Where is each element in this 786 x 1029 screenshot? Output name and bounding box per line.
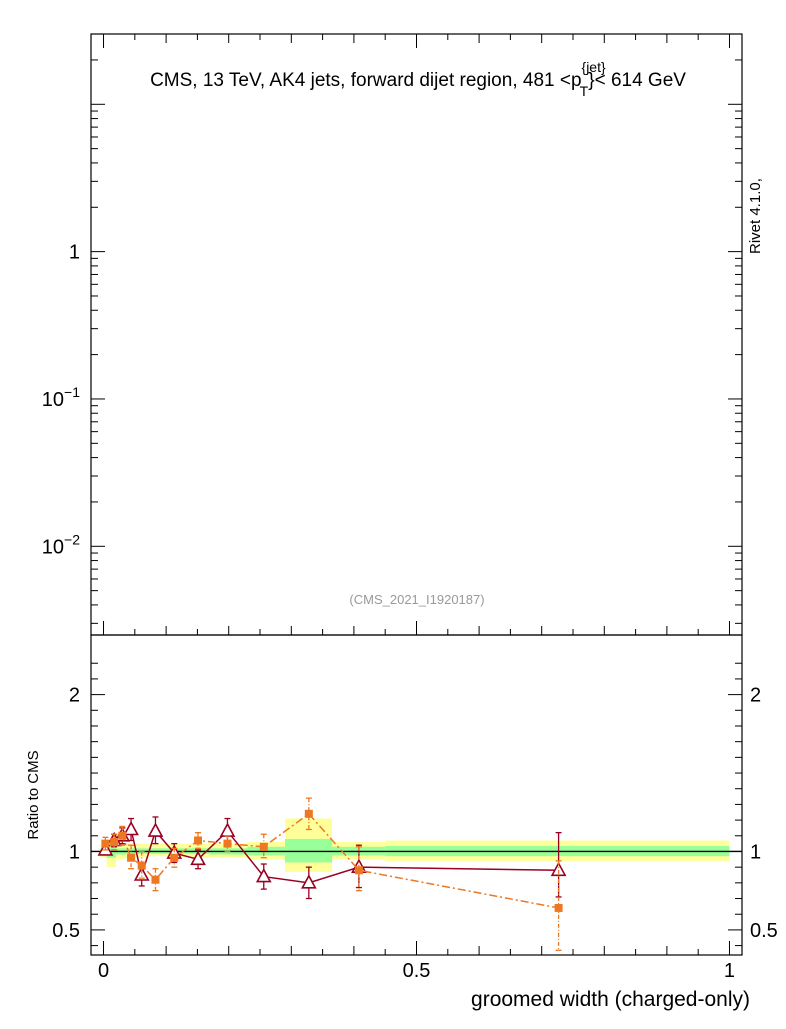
point-MC2 — [223, 839, 232, 848]
point-MC1 — [190, 850, 206, 866]
top-tick-label-0.1: 10−1 — [42, 384, 80, 411]
title-end: }< 614 GeV — [588, 70, 686, 91]
point-MC2 — [554, 903, 563, 912]
ratio-tick-label-right-1: 1 — [750, 841, 761, 863]
uncertainty-bands — [91, 818, 742, 872]
point-MC2 — [170, 853, 179, 862]
point-MC2 — [110, 838, 119, 847]
data-series — [97, 797, 567, 951]
band-green-10 — [285, 838, 332, 863]
point-MC1 — [300, 874, 317, 889]
axes-frames — [90, 33, 743, 956]
point-MC2 — [304, 809, 313, 818]
point-MC1 — [219, 822, 236, 837]
chart-title: CMS, 13 TeV, AK4 jets, forward dijet reg… — [150, 59, 686, 99]
point-MC2 — [127, 853, 136, 862]
ratio-tick-label-right-2: 2 — [750, 685, 761, 707]
point-MC2 — [151, 875, 160, 884]
ratio-tick-label-right-0.5: 0.5 — [750, 920, 778, 942]
analysis-watermark: (CMS_2021_I1920187) — [349, 592, 484, 607]
ratio-tick-labels: 0.5 1 2 0.5 1 2 — [52, 685, 778, 942]
point-MC1 — [133, 866, 150, 881]
title-subscript: T — [580, 83, 589, 99]
x-tick-labels: 0 0.5 1 — [98, 960, 735, 982]
point-MC2 — [259, 842, 268, 851]
top-panel-frame — [90, 33, 743, 636]
ratio-tick-label-left-2: 2 — [69, 685, 80, 707]
ratio-panel-frame — [90, 634, 743, 956]
point-MC1 — [255, 867, 272, 883]
point-MC2 — [118, 831, 127, 840]
point-MC2 — [101, 839, 110, 848]
top-tick-label-0.01: 10−2 — [42, 531, 80, 558]
point-MC1 — [147, 822, 164, 837]
point-MC1 — [550, 861, 567, 877]
x-tick-label-1: 1 — [724, 960, 735, 982]
title-superscript: {jet} — [582, 59, 606, 75]
y-axis-label: Ratio to CMS — [25, 750, 42, 839]
point-MC2 — [194, 836, 203, 845]
top-panel-tick-labels: 1 10−1 10−2 — [42, 242, 80, 559]
x-axis-label: groomed width (charged-only) — [471, 988, 750, 1011]
x-tick-label-0.5: 0.5 — [403, 960, 431, 982]
rivet-version-label: Rivet 4.1.0, — [747, 178, 764, 254]
top-tick-label-1: 1 — [69, 242, 80, 264]
point-MC2 — [354, 866, 363, 875]
axis-ticks — [91, 33, 742, 955]
point-MC2 — [137, 861, 146, 870]
point-MC1 — [123, 820, 139, 836]
x-tick-label-0: 0 — [98, 960, 109, 982]
ratio-tick-label-left-0.5: 0.5 — [52, 920, 80, 942]
ratio-tick-label-left-1: 1 — [69, 841, 80, 863]
